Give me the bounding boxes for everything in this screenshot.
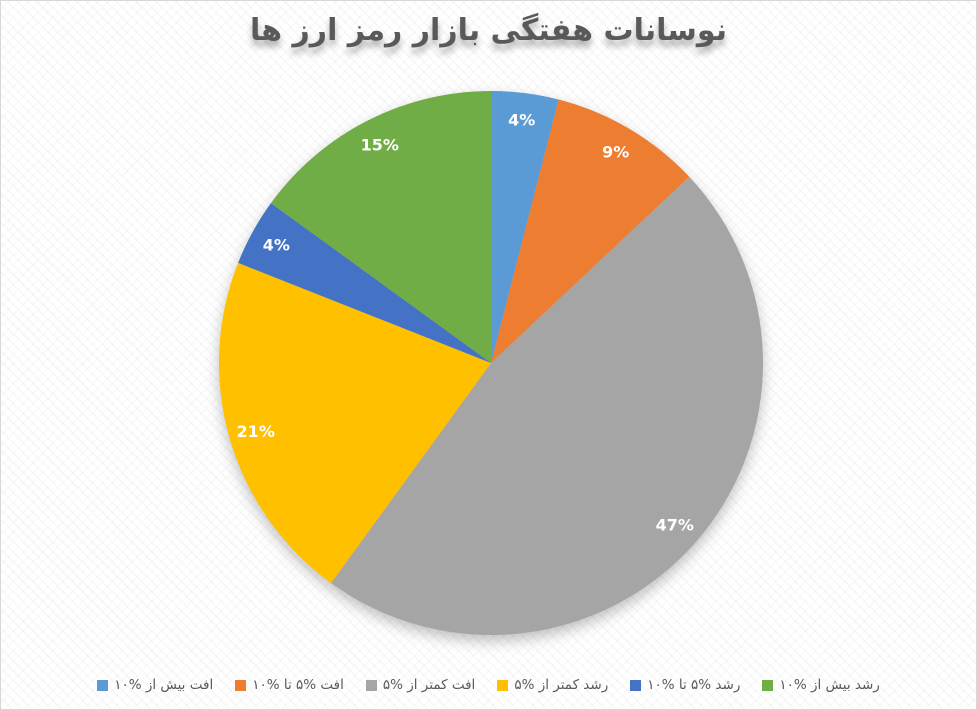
- legend-item-label: رشد بیش از %۱۰: [779, 677, 880, 693]
- pie-label-loss-under-5: 47%: [656, 516, 694, 535]
- chart-title: نوسانات هفتگی بازار رمز ارز ها: [250, 13, 727, 48]
- legend-swatch-icon: [497, 679, 509, 691]
- legend-swatch-icon: [762, 679, 774, 691]
- pie-slice-loss-over-10: [491, 91, 559, 363]
- legend-swatch-icon: [365, 679, 377, 691]
- legend-swatch-icon: [97, 679, 109, 691]
- legend-item-label: افت بیش از %۱۰: [114, 677, 214, 693]
- pie-slice-gain-under-5: [218, 262, 492, 584]
- legend-swatch-icon: [235, 679, 247, 691]
- legend-item-loss-over-10: افت بیش از %۱۰: [97, 677, 213, 693]
- pie-slice-gain-5-10: [238, 203, 491, 363]
- pie-slice-loss-5-10: [491, 99, 690, 364]
- legend-item-gain-over-10: رشد بیش از %۱۰: [762, 677, 880, 693]
- pie-slice-loss-under-5: [331, 176, 764, 636]
- pie-label-gain-5-10: 4%: [263, 236, 290, 255]
- legend-item-label: رشد %۵ تا %۱۰: [647, 677, 741, 693]
- pie-label-gain-over-10: 15%: [361, 135, 399, 154]
- pie-label-gain-under-5: 21%: [237, 422, 275, 441]
- legend-item-loss-under-5: افت کمتر از %۵: [365, 677, 476, 693]
- legend-item-label: افت کمتر از %۵: [382, 677, 476, 693]
- legend-item-label: افت %۵ تا %۱۰: [252, 677, 344, 693]
- chart-legend: افت بیش از %۱۰ افت %۵ تا %۱۰ افت کمتر از %…: [1, 677, 976, 693]
- pie-label-loss-5-10: 9%: [602, 143, 629, 162]
- legend-item-gain-under-5: رشد کمتر از %۵: [497, 677, 608, 693]
- legend-item-loss-5-10: افت %۵ تا %۱۰: [235, 677, 344, 693]
- legend-item-label: رشد کمتر از %۵: [514, 677, 609, 693]
- pie-slice-gain-over-10: [270, 91, 491, 363]
- legend-swatch-icon: [630, 679, 642, 691]
- pie-label-loss-over-10: 4%: [508, 111, 535, 130]
- legend-item-gain-5-10: رشد %۵ تا %۱۰: [630, 677, 740, 693]
